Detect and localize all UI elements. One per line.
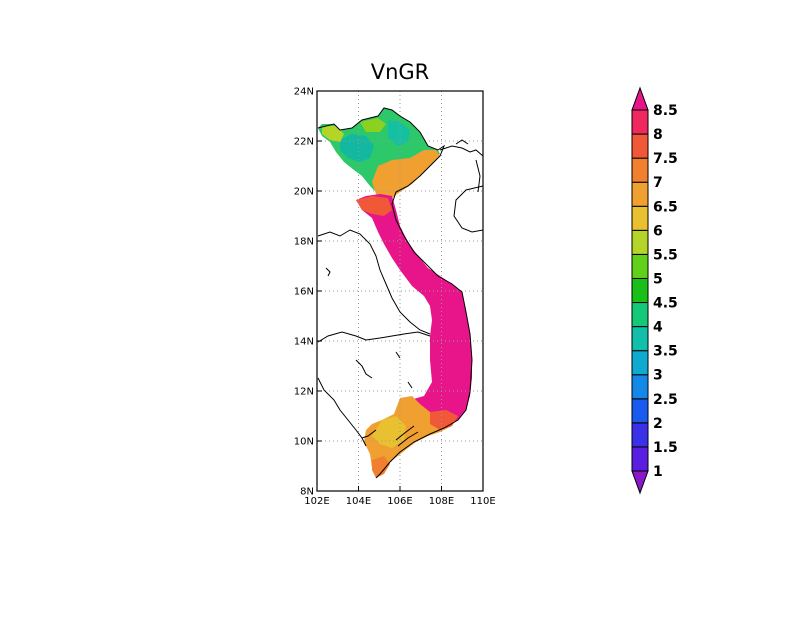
field-south-tip	[372, 456, 390, 478]
coastlines	[317, 107, 483, 479]
colorbar-box	[631, 302, 649, 328]
colorbar-box	[631, 446, 649, 472]
colorbar-box	[631, 109, 649, 135]
colorbar-label: 5.5	[653, 247, 678, 263]
y-tick-label: 24N	[294, 87, 314, 98]
field-central-north	[356, 196, 392, 216]
colorbar-label: 7.5	[653, 151, 678, 167]
field-southeast	[430, 410, 458, 430]
gridlines	[317, 91, 483, 491]
colorbar-label: 6	[653, 223, 663, 239]
y-tick-label: 14N	[294, 337, 314, 348]
colorbar-under-triangle	[631, 470, 649, 495]
colorbar-box	[631, 374, 649, 400]
colorbar-box	[631, 181, 649, 207]
field-south-yellow	[372, 416, 406, 448]
colorbar-box	[631, 133, 649, 159]
y-tick-label: 22N	[294, 137, 314, 148]
colorbar-box	[631, 398, 649, 424]
colorbar-box	[631, 253, 649, 279]
colorbar-box	[631, 326, 649, 352]
x-tick-label: 106E	[387, 496, 412, 507]
colorbar-label: 1	[653, 464, 663, 480]
field-north-teal2	[388, 120, 410, 146]
x-tick-label: 110E	[470, 496, 495, 507]
map-ticks: 102E 104E 106E 108E 110E 8N 10N 12N 14N 16N 18N 20N…	[294, 87, 496, 508]
colorbar-box	[631, 205, 649, 231]
colorbar-box	[631, 350, 649, 376]
colorbar-box	[631, 157, 649, 183]
y-tick-label: 10N	[294, 437, 314, 448]
colorbar-label: 4.5	[653, 296, 678, 312]
x-tick-label: 104E	[346, 496, 371, 507]
colorbar-label: 8.5	[653, 103, 678, 119]
field-north-lime	[360, 118, 386, 132]
colorbar-label: 6.5	[653, 199, 678, 215]
y-tick-label: 12N	[294, 387, 314, 398]
colorbar-label: 4	[653, 320, 663, 336]
colorbar-label: 5	[653, 271, 663, 287]
colorbar-label: 2.5	[653, 392, 678, 408]
colorbar-box	[631, 229, 649, 255]
map-title: VnGR	[371, 60, 430, 84]
colorbar-label: 8	[653, 127, 663, 143]
colorbar-label: 3.5	[653, 344, 678, 360]
y-tick-label: 16N	[294, 287, 314, 298]
x-tick-label: 108E	[429, 496, 454, 507]
map-panel: 102E 104E 106E 108E 110E 8N 10N 12N 14N 16N 18N 20N…	[294, 87, 496, 508]
y-tick-label: 18N	[294, 237, 314, 248]
field-delta	[372, 150, 440, 200]
colorbar-label: 2	[653, 416, 663, 432]
colorbar-box	[631, 277, 649, 304]
colorbar-over-triangle	[631, 86, 649, 111]
colorbar-label: 3	[653, 368, 663, 384]
y-tick-label: 20N	[294, 187, 314, 198]
x-tick-label: 102E	[304, 496, 329, 507]
field-central	[356, 194, 472, 430]
colorbar-box	[631, 422, 649, 448]
field-north-yellow	[322, 126, 344, 142]
colorbar-label: 7	[653, 175, 663, 191]
colorbar: 1 1.5 2 2.5 3 3.5 4 4.5 5 5.5 6 6.5 7 7.5 8 8.5	[631, 86, 678, 495]
colorbar-label: 1.5	[653, 440, 678, 456]
y-tick-label: 8N	[300, 487, 314, 498]
